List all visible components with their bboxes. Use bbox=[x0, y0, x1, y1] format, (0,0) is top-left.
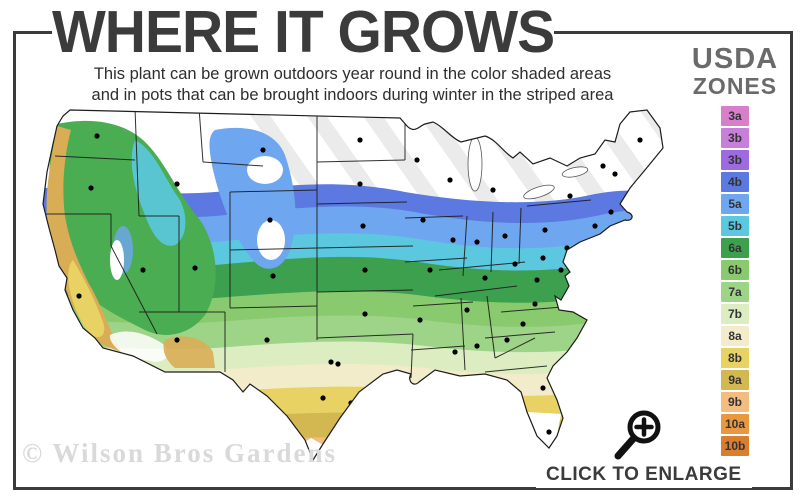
legend-swatch-3a: 3a bbox=[721, 106, 749, 126]
legend-swatch-3b: 3b bbox=[721, 150, 749, 170]
legend-swatch-7b: 7b bbox=[721, 304, 749, 324]
watermark: © Wilson Bros Gardens bbox=[22, 438, 337, 468]
legend-swatch-7a: 7a bbox=[721, 282, 749, 302]
legend-swatch-6b: 6b bbox=[721, 260, 749, 280]
legend-swatch-3b: 3b bbox=[721, 128, 749, 148]
subtitle-line-1: This plant can be grown outdoors year ro… bbox=[93, 65, 612, 83]
legend-swatch-6a: 6a bbox=[721, 238, 749, 258]
click-to-enlarge-button[interactable]: CLICK TO ENLARGE bbox=[536, 462, 752, 488]
usda-zones-legend: USDA ZONES 3a 3b 3b 4b 5a 5b 6a 6b 7a 7b 8a 8b 9a 9b 1… bbox=[688, 44, 782, 458]
legend-swatch-8b: 8b bbox=[721, 348, 749, 368]
legend-swatch-5b: 5b bbox=[721, 216, 749, 236]
state-borders bbox=[45, 110, 592, 379]
legend-swatch-5a: 5a bbox=[721, 194, 749, 214]
lake-erie bbox=[523, 184, 555, 200]
legend-swatch-4b: 4b bbox=[721, 172, 749, 192]
legend-swatch-9a: 9a bbox=[721, 370, 749, 390]
legend-swatch-8a: 8a bbox=[721, 326, 749, 346]
page-title: WHERE IT GROWS bbox=[52, 0, 555, 66]
us-hardiness-zone-map[interactable] bbox=[15, 100, 700, 475]
legend-items: 3a 3b 3b 4b 5a 5b 6a 6b 7a 7b 8a 8b 9a 9b 10a 10b bbox=[688, 106, 782, 456]
magnifier-icon[interactable] bbox=[608, 406, 668, 466]
lake-michigan bbox=[467, 136, 483, 192]
legend-title-usda: USDA bbox=[691, 43, 779, 75]
legend-title-zones: ZONES bbox=[692, 73, 778, 99]
legend-swatch-10a: 10a bbox=[721, 414, 749, 434]
lake-ontario bbox=[561, 166, 589, 178]
legend-swatch-10b: 10b bbox=[721, 436, 749, 456]
legend-swatch-9b: 9b bbox=[721, 392, 749, 412]
subtitle-line-2: and in pots that can be brought indoors … bbox=[91, 86, 614, 104]
subtitle: This plant can be grown outdoors year ro… bbox=[40, 64, 665, 106]
